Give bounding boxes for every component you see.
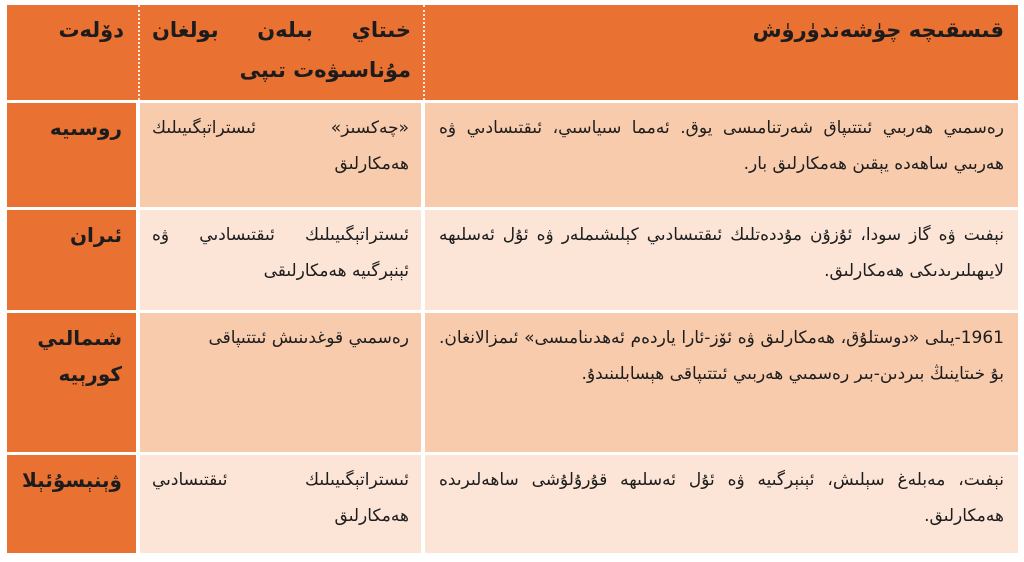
table-row-north-korea: 1961-يىلى «دوستلۇق، ھەمكارلىق ۋە ئۆز-ئار… [7, 313, 1018, 452]
table-row-venezuela: نېفىت، مەبلەغ سېلىش، ئېنېرگىيە ۋە ئۇل ئە… [7, 455, 1018, 553]
cell-country-name: شىمالىي كورېيە [7, 313, 136, 452]
cell-description: 1961-يىلى «دوستلۇق، ھەمكارلىق ۋە ئۆز-ئار… [425, 313, 1018, 452]
header-cell-country: دۆلەت [7, 5, 138, 100]
table-row-iran: نېفىت ۋە گاز سودا، ئۇزۇن مۇددەتلىك ئىقتى… [7, 210, 1018, 310]
cell-description: رەسمىي ھەربىي ئىتتىپاق شەرتنامىسى يوق. ئ… [425, 103, 1018, 207]
cell-country-name: ۋېنېسۇئېلا [7, 455, 136, 553]
header-cell-relation-type: خىتاي بىلەن بولغان مۇناسىۋەت تىپى [138, 5, 423, 100]
cell-relation-type: ئىستراتېگىيىلىك ئىقتىسادىي ھەمكارلىق [140, 455, 421, 553]
table-header-row: قىسقىچە چۈشەندۈرۈش خىتاي بىلەن بولغان مۇ… [7, 5, 1018, 100]
cell-description: نېفىت ۋە گاز سودا، ئۇزۇن مۇددەتلىك ئىقتى… [425, 210, 1018, 310]
cell-country-name: ئىران [7, 210, 136, 310]
cell-country-name: روسىيە [7, 103, 136, 207]
china-relations-table: قىسقىچە چۈشەندۈرۈش خىتاي بىلەن بولغان مۇ… [7, 5, 1018, 553]
header-cell-description: قىسقىچە چۈشەندۈرۈش [423, 5, 1018, 100]
table-row-russia: رەسمىي ھەربىي ئىتتىپاق شەرتنامىسى يوق. ئ… [7, 103, 1018, 207]
cell-relation-type: رەسمىي قوغدىنىش ئىتتىپاقى [140, 313, 421, 452]
cell-relation-type: «چەكسىز» ئىستراتېگىيىلىك ھەمكارلىق [140, 103, 421, 207]
cell-relation-type: ئىستراتېگىيىلىك ئىقتىسادىي ۋە ئېنېرگىيە … [140, 210, 421, 310]
cell-description: نېفىت، مەبلەغ سېلىش، ئېنېرگىيە ۋە ئۇل ئە… [425, 455, 1018, 553]
